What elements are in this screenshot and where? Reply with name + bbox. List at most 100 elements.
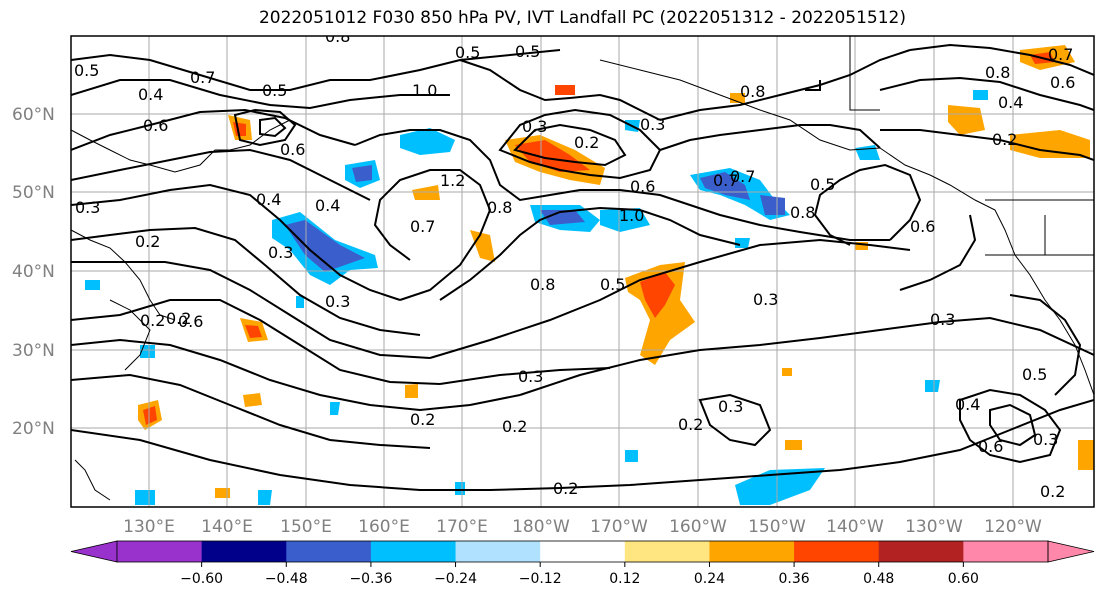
- contour-label: 0.8: [530, 275, 555, 294]
- contour-label: 0.6: [1050, 73, 1075, 92]
- colorbar-segment: [709, 541, 795, 562]
- contour-label: 0.2: [140, 311, 165, 330]
- contour-label: 0.3: [753, 290, 778, 309]
- lat-label: 20°N: [12, 419, 55, 439]
- colorbar-tick-label: −0.12: [519, 571, 562, 587]
- latitude-labels: 60°N 50°N 40°N 30°N 20°N: [12, 105, 55, 439]
- contour-label: 0.4: [998, 93, 1023, 112]
- colorbar-tick-label: 0.36: [779, 571, 810, 587]
- contour-label: 0.8: [325, 27, 350, 46]
- contour-label: 0.5: [262, 81, 287, 100]
- colorbar-tick-label: 0.24: [694, 571, 725, 587]
- colorbar-tick-label: −0.48: [265, 571, 308, 587]
- contour-label: 0.2: [1040, 482, 1065, 501]
- negative-anomaly-shading: [85, 90, 988, 505]
- contour-label: 0.5: [1022, 365, 1047, 384]
- contour-label: 0.3: [522, 117, 547, 136]
- contour-label: 0.5: [455, 43, 480, 62]
- contour-label: 0.2: [410, 410, 435, 429]
- contour-label: 0.8: [985, 63, 1010, 82]
- lon-label: 120°W: [984, 517, 1042, 537]
- contour-label: 0.4: [315, 196, 340, 215]
- contour-label: 0.3: [325, 292, 350, 311]
- map-border: [70, 35, 1095, 508]
- lon-label: 130°W: [905, 517, 963, 537]
- contour-label: 0.7: [730, 167, 755, 186]
- pv-contour-labels: 0.5 0.7 0.5 0.8 0.4 0.6 1.0 0.3 0.2 0.6 …: [74, 27, 1075, 501]
- contour-label: 0.3: [75, 198, 100, 217]
- contour-label: 0.7: [1048, 45, 1073, 64]
- lon-label: 160°W: [669, 517, 727, 537]
- contour-label: 0.3: [930, 310, 955, 329]
- contour-label: 0.2: [553, 479, 578, 498]
- contour-label: 1.0: [619, 206, 644, 225]
- colorbar-tick-label: 0.60: [948, 571, 979, 587]
- colorbar-segment: [455, 541, 541, 562]
- colorbar-extend-min: [70, 540, 118, 563]
- contour-label: 1.2: [440, 171, 465, 190]
- contour-label: 0.6: [978, 437, 1003, 456]
- contour-label: 0.7: [713, 171, 738, 190]
- colorbar-segment: [794, 541, 880, 562]
- contour-label: 1.0: [412, 81, 437, 100]
- contour-label: 0.3: [518, 367, 543, 386]
- contour-label: 0.5: [74, 61, 99, 80]
- colorbar-tick-label: 0.48: [863, 571, 894, 587]
- lon-label: 150°E: [280, 517, 332, 537]
- contour-label: 0.4: [138, 85, 163, 104]
- contour-label: 0.2: [135, 232, 160, 251]
- contour-label: 0.5: [600, 275, 625, 294]
- contour-label: 0.6: [143, 116, 168, 135]
- contour-label: 0.8: [487, 198, 512, 217]
- contour-label: 0.3: [718, 397, 743, 416]
- colorbar-segment: [201, 541, 287, 562]
- colorbar-tick-label: 0.12: [609, 571, 640, 587]
- lon-label: 130°E: [123, 517, 175, 537]
- contour-label: 0.8: [740, 82, 765, 101]
- contour-label: 0.6: [280, 140, 305, 159]
- lon-label: 150°W: [748, 517, 806, 537]
- lon-label: 140°E: [201, 517, 253, 537]
- lon-label: 170°W: [590, 517, 648, 537]
- contour-label: 0.7: [410, 217, 435, 236]
- contour-label: 0.2: [992, 130, 1017, 149]
- pv-contours: [71, 43, 1094, 491]
- longitude-labels: 130°E 140°E 150°E 160°E 170°E 180°W 170°…: [123, 517, 1042, 537]
- colorbar-tick-label: −0.36: [349, 571, 392, 587]
- contour-label: 0.5: [810, 175, 835, 194]
- contour-label: 0.2: [678, 415, 703, 434]
- colorbar-segment: [286, 541, 372, 562]
- contour-label: 0.2: [574, 133, 599, 152]
- lat-label: 60°N: [12, 105, 55, 125]
- lon-label: 180°W: [512, 517, 570, 537]
- colorbar: −0.60 −0.48 −0.36 −0.24 −0.12 0.12 0.24 0.36 0.4…: [70, 540, 1095, 587]
- contour-label: 0.2: [502, 417, 527, 436]
- colorbar-segment: [117, 541, 203, 562]
- lon-label: 140°W: [826, 517, 884, 537]
- lon-label: 160°E: [358, 517, 410, 537]
- contour-label: 0.6: [630, 177, 655, 196]
- lat-label: 50°N: [12, 183, 55, 203]
- colorbar-border: [116, 540, 1049, 563]
- contour-label: 0.6: [178, 312, 203, 331]
- colorbar-segment: [540, 541, 626, 562]
- lat-label: 40°N: [12, 262, 55, 282]
- contour-label: 0.2: [166, 309, 191, 328]
- contour-label: 0.3: [640, 115, 665, 134]
- colorbar-tick-label: −0.60: [180, 571, 223, 587]
- contour-label: 0.5: [515, 42, 540, 61]
- contour-label: 0.6: [910, 217, 935, 236]
- contour-label: 0.8: [790, 203, 815, 222]
- colorbar-segments: [70, 540, 1095, 563]
- colorbar-extend-max: [1047, 540, 1095, 563]
- lon-label: 170°E: [436, 517, 488, 537]
- contour-label: 0.7: [190, 68, 215, 87]
- colorbar-segment: [624, 541, 710, 562]
- contour-label: 0.4: [256, 190, 281, 209]
- positive-anomaly-shading: [138, 45, 1094, 498]
- colorbar-tick-label: −0.24: [434, 571, 477, 587]
- colorbar-segment: [370, 541, 457, 562]
- contour-label: 0.4: [955, 395, 980, 414]
- map-title: 2022051012 F030 850 hPa PV, IVT Landfall…: [258, 8, 906, 28]
